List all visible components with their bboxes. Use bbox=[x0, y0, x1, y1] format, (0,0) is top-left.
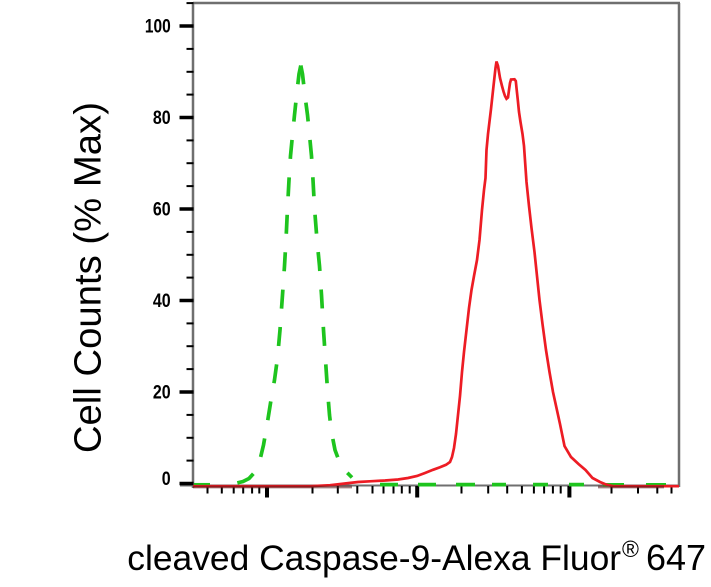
svg-text:0: 0 bbox=[162, 469, 171, 490]
svg-text:cleaved Caspase-9-Alexa Fluor®: cleaved Caspase-9-Alexa Fluor® 647 bbox=[127, 536, 706, 578]
svg-text:20: 20 bbox=[153, 383, 171, 404]
svg-text:80: 80 bbox=[153, 108, 171, 129]
svg-text:Cell Counts (% Max): Cell Counts (% Max) bbox=[67, 102, 110, 453]
svg-text:100: 100 bbox=[145, 17, 171, 38]
svg-text:60: 60 bbox=[153, 200, 171, 221]
svg-text:40: 40 bbox=[153, 291, 171, 312]
